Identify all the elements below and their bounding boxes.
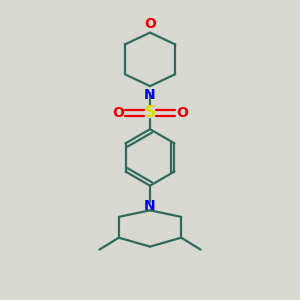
Text: O: O <box>112 106 124 120</box>
Text: O: O <box>144 17 156 31</box>
Text: O: O <box>176 106 188 120</box>
Text: N: N <box>144 200 156 214</box>
Text: S: S <box>145 105 155 120</box>
Text: N: N <box>144 88 156 102</box>
